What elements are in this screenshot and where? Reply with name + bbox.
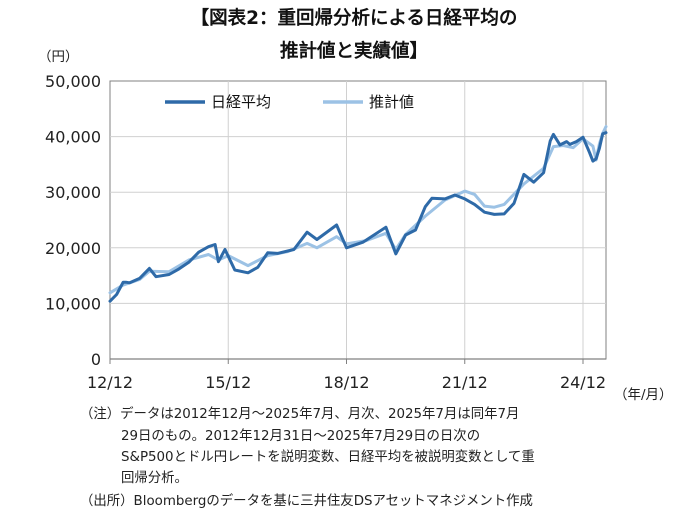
axes: 0 10,000 20,000 30,000 40,000 50,000 12/12 15/1… [45,72,606,392]
gridlines [110,81,606,359]
x-axis-unit: （年/月） [614,387,673,403]
chart-title-line2: 推計値と実績値】 [280,40,428,62]
y-tick-label: 40,000 [45,128,101,147]
x-tick-label: 21/12 [442,373,488,392]
series-lines [108,125,608,303]
note-line-2: 29日のもの。2012年12月31日～2025年7月29日の日次の [121,428,480,444]
note-line-4: 回帰分析。 [121,469,188,486]
y-tick-label: 30,000 [45,183,101,202]
y-tick-label: 0 [91,350,101,369]
x-tick-label: 24/12 [560,373,606,392]
source-line: （出所）Bloombergのデータを基に三井住友DSアセットマネジメント作成 [80,492,533,509]
series-line-estimate [108,125,608,295]
y-axis-unit: （円） [38,49,79,65]
x-tick-label: 12/12 [87,373,133,392]
legend-label-estimate: 推計値 [369,93,414,111]
y-tick-label: 20,000 [45,239,101,258]
chart-title-line1: 【図表2：重回帰分析による日経平均の [191,7,518,29]
note-line-3: S&P500とドル円レートを説明変数、日経平均を被説明変数として重 [121,448,535,465]
x-tick-label: 15/12 [205,373,251,392]
note-line-1: （注）データは2012年12月～2025年7月、月次、2025年7月は同年7月 [80,405,519,422]
y-tick-label: 50,000 [45,72,101,91]
plot-area [109,80,607,360]
series-line-actual [108,131,608,303]
legend-label-actual: 日経平均 [211,93,271,111]
legend: 日経平均 推計値 [165,93,414,111]
y-tick-label: 10,000 [45,294,101,313]
x-tick-label: 18/12 [323,373,369,392]
